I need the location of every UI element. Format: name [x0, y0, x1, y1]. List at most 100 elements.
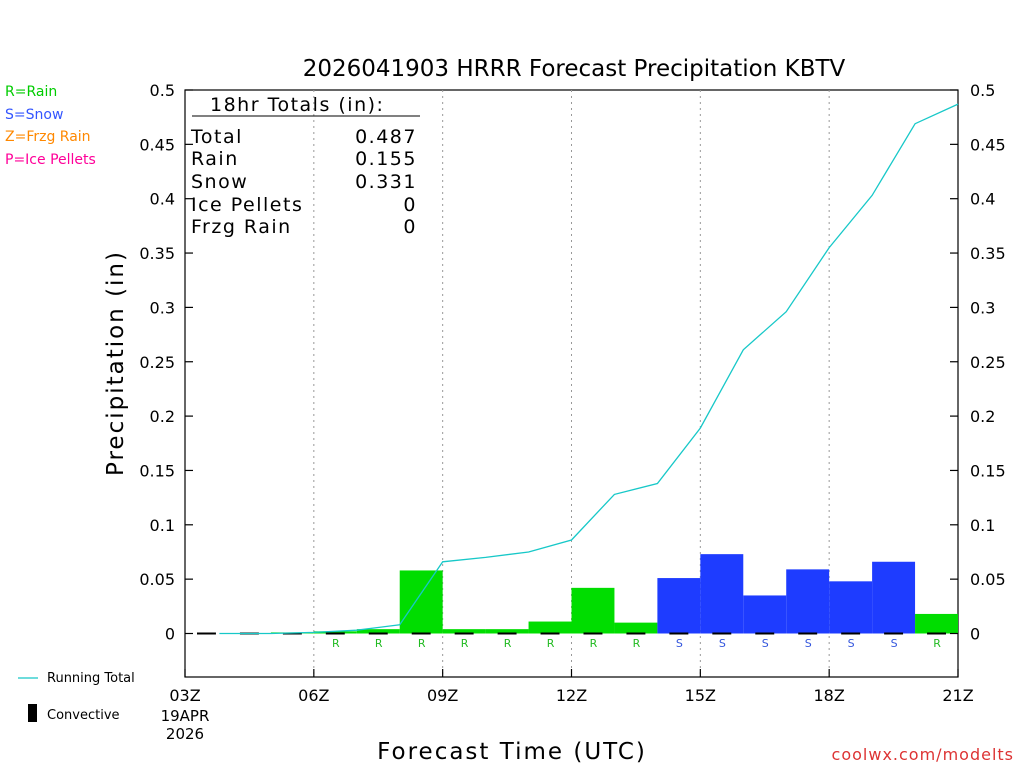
vertical-gridlines	[313, 90, 830, 677]
ptype-label-18: S	[805, 637, 812, 650]
precip-bar-12	[528, 621, 572, 634]
total-value: 0.487	[355, 126, 417, 148]
precip-bar-16	[700, 554, 744, 634]
convective-swatch	[28, 704, 37, 722]
ptype-label-8: R	[375, 637, 383, 650]
xtick-label-12Z: 12Z	[556, 686, 587, 705]
xtick-label-21Z: 21Z	[942, 686, 973, 705]
ytick-label-right-0.25: 0.25	[970, 353, 1006, 372]
precip-bar-19	[829, 581, 873, 634]
totals-heading: 18hr Totals (in):	[210, 94, 384, 116]
ptype-label-21: R	[933, 637, 941, 650]
bottom-legend: Running Total Convective	[18, 671, 135, 723]
precip-bars	[270, 554, 958, 634]
rain-value: 0.155	[355, 148, 417, 170]
precip-bar-18	[786, 569, 830, 634]
xtick-label-15Z: 15Z	[685, 686, 716, 705]
convective-bar-18	[798, 632, 818, 635]
xtick-label-18Z: 18Z	[814, 686, 845, 705]
precip-bar-11	[485, 629, 529, 634]
legend-snow: S=Snow	[5, 107, 63, 123]
ytick-label-left-0.45: 0.45	[139, 135, 175, 154]
ptype-label-12: R	[547, 637, 555, 650]
convective-bar-11	[497, 632, 517, 635]
ptype-label-13: R	[590, 637, 598, 650]
running-total-line	[219, 103, 959, 635]
convective-bar-21	[927, 632, 946, 635]
convective-bar-19	[841, 632, 861, 635]
ytick-label-right-0.35: 0.35	[970, 244, 1006, 263]
convective-bar-16	[712, 632, 732, 635]
ytick-label-left-0.25: 0.25	[139, 353, 175, 372]
ytick-label-left-0.5: 0.5	[150, 81, 175, 100]
watermark: coolwx.com/modelts	[832, 745, 1014, 764]
ptype-label-17: S	[762, 637, 769, 650]
precip-bar-21	[915, 613, 958, 634]
convective-bar-8	[368, 632, 388, 635]
ytick-label-right-0.45: 0.45	[970, 135, 1006, 154]
legend-ice-pellets: P=Ice Pellets	[5, 152, 96, 168]
legend-frzg-rain: Z=Frzg Rain	[5, 129, 91, 145]
xtick-label-09Z: 09Z	[427, 686, 458, 705]
legend-rain: R=Rain	[5, 84, 57, 100]
x-axis-ticks: 03Z 06Z 09Z 12Z 15Z 18Z 21Z	[169, 669, 974, 705]
precip-bar-15	[657, 578, 701, 634]
ice-pellets-value: 0	[403, 194, 417, 216]
precip-bar-10	[442, 629, 486, 634]
convective-bar-20	[884, 632, 904, 635]
frzg-rain-label: Frzg Rain	[191, 216, 292, 238]
ptype-label-19: S	[848, 637, 855, 650]
ice-pellets-label: Ice Pellets	[191, 194, 303, 216]
precip-bar-13	[571, 587, 615, 634]
date-line-2: 2026	[166, 725, 204, 743]
y-axis-ticks: 0 00.05 0.050.1 0.10.15 0.150.2 0.20.25 0.250.…	[139, 81, 1005, 644]
convective-bar-4	[197, 632, 216, 635]
x-axis-label: Forecast Time (UTC)	[377, 739, 647, 765]
snow-value: 0.331	[355, 171, 417, 193]
xtick-label-06Z: 06Z	[298, 686, 329, 705]
ptype-label-7: R	[332, 637, 340, 650]
frzg-rain-value: 0	[403, 216, 417, 238]
ytick-label-right-0.1: 0.1	[970, 516, 995, 535]
precip-bar-14	[614, 622, 658, 634]
ytick-label-right-0.05: 0.05	[970, 570, 1006, 589]
ytick-label-left-0.1: 0.1	[150, 516, 175, 535]
ytick-label-right-0.15: 0.15	[970, 461, 1006, 480]
totals-box: 18hr Totals (in): Total 0.487 Rain 0.155…	[190, 94, 420, 238]
ptype-label-10: R	[461, 637, 469, 650]
ytick-label-left-0.4: 0.4	[150, 190, 175, 209]
ytick-label-right-0.3: 0.3	[970, 298, 995, 317]
snow-label: Snow	[191, 171, 248, 193]
ytick-label-right-0.4: 0.4	[970, 190, 995, 209]
ytick-label-left-0.15: 0.15	[139, 461, 175, 480]
convective-bar-10	[454, 632, 474, 635]
precip-bar-17	[743, 595, 787, 634]
total-label: Total	[190, 126, 243, 148]
convective-bar-17	[755, 632, 775, 635]
ptype-legend: R=Rain S=Snow Z=Frzg Rain P=Ice Pellets	[5, 84, 96, 168]
ptype-label-20: S	[891, 637, 898, 650]
ytick-label-left-0: 0	[165, 625, 175, 644]
ytick-label-left-0.2: 0.2	[150, 407, 175, 426]
ptype-label-15: S	[676, 637, 683, 650]
running-total-legend-label: Running Total	[47, 671, 135, 686]
xtick-label-03Z: 03Z	[169, 686, 200, 705]
precip-bar-7	[313, 631, 357, 634]
convective-bar-12	[540, 632, 560, 635]
convective-bar-14	[626, 632, 646, 635]
ytick-label-left-0.05: 0.05	[139, 570, 175, 589]
ytick-label-right-0.5: 0.5	[970, 81, 995, 100]
rain-label: Rain	[191, 148, 239, 170]
y-axis-label: Precipitation (in)	[103, 250, 129, 476]
convective-legend-label: Convective	[47, 708, 120, 723]
convective-bar-7	[325, 632, 345, 635]
ptype-label-9: R	[418, 637, 426, 650]
ytick-label-right-0: 0	[970, 625, 980, 644]
precip-bar-9	[399, 570, 443, 634]
chart-title: 2026041903 HRRR Forecast Precipitation K…	[303, 56, 846, 82]
ytick-label-left-0.35: 0.35	[139, 244, 175, 263]
ytick-label-right-0.2: 0.2	[970, 407, 995, 426]
ytick-label-left-0.3: 0.3	[150, 298, 175, 317]
